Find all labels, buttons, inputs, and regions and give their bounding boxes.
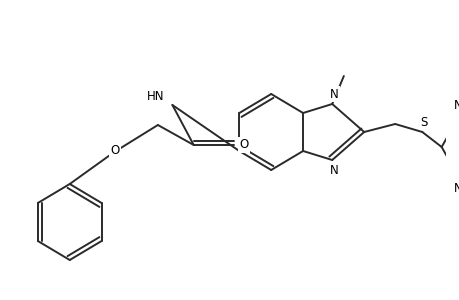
Text: S: S — [420, 116, 427, 128]
Text: O: O — [111, 145, 120, 158]
Text: N: N — [453, 99, 459, 112]
Text: N: N — [329, 164, 338, 176]
Text: HN: HN — [147, 91, 164, 103]
Text: N: N — [329, 88, 338, 100]
Text: O: O — [239, 139, 248, 152]
Text: N: N — [453, 182, 459, 195]
